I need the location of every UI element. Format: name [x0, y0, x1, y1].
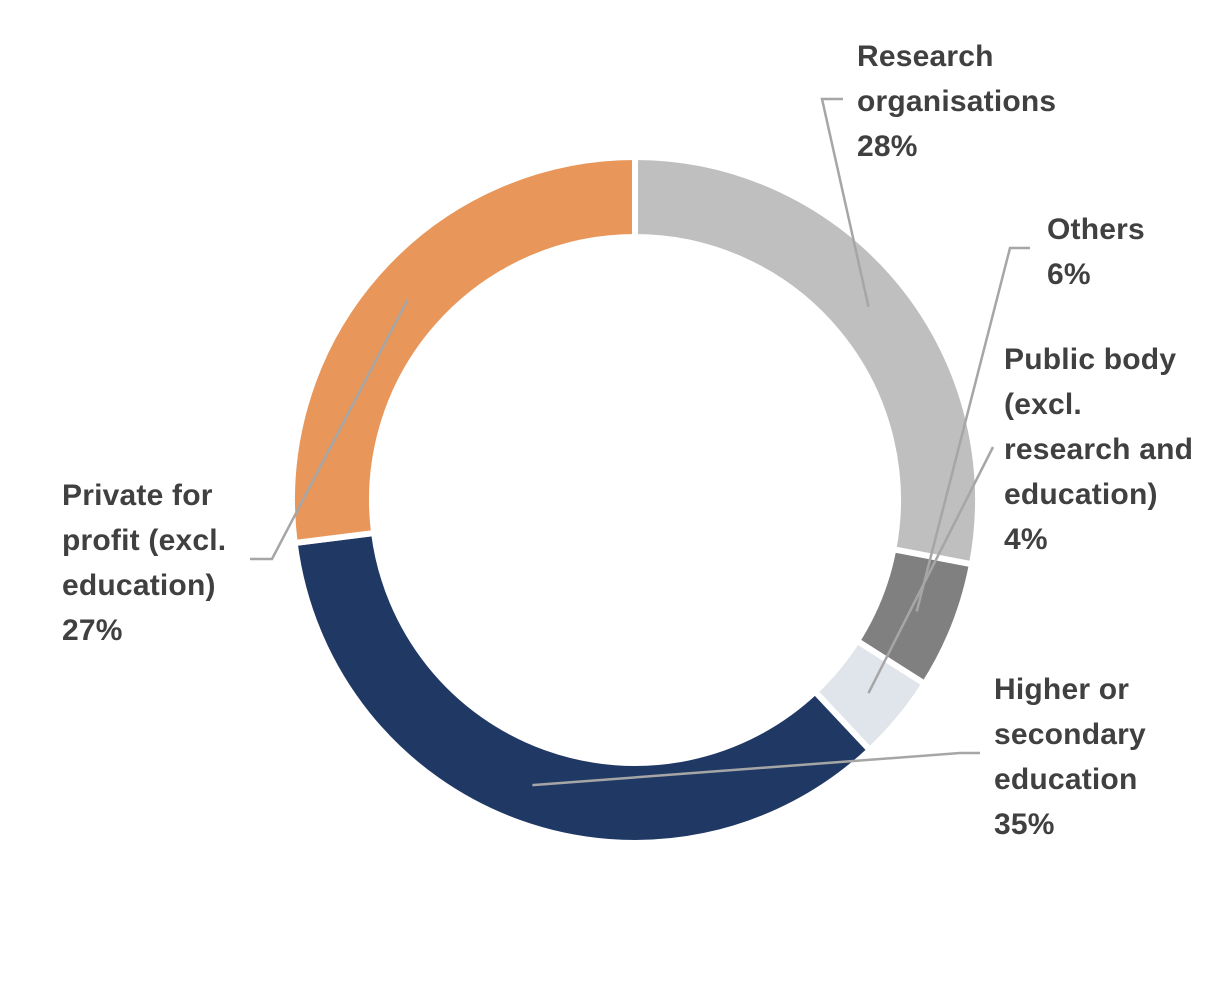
label-line: Higher or	[994, 673, 1130, 706]
value-label: 27%	[62, 614, 123, 647]
slice-research-organisations	[632, 153, 981, 568]
leader-line-private-for-profit-excl-education	[250, 299, 409, 561]
label-line: research and	[1004, 433, 1194, 466]
label-public-body: Public body (excl. research and educatio…	[1004, 337, 1193, 562]
label-line: organisations	[857, 85, 1057, 118]
leader-line-research-organisations	[820, 97, 870, 308]
label-line: education)	[1004, 478, 1158, 511]
donut-slices	[289, 153, 981, 846]
value-label: 4%	[1004, 523, 1048, 556]
value-label: 6%	[1047, 258, 1091, 291]
value-label: 35%	[994, 808, 1055, 841]
slice-higher-or-secondary-education	[291, 529, 875, 846]
label-others: Others 6%	[1047, 207, 1145, 297]
label-private-for-profit: Private for profit (excl. education) 27%	[62, 473, 226, 653]
label-line: Others	[1047, 213, 1145, 246]
leader-lines	[250, 97, 1030, 787]
slice-private-for-profit-excl-education	[289, 153, 638, 547]
label-line: secondary	[994, 718, 1146, 751]
label-line: Public body	[1004, 343, 1177, 376]
value-label: 28%	[857, 130, 918, 163]
label-line: (excl.	[1004, 388, 1082, 421]
label-line: Research	[857, 40, 994, 73]
label-line: education	[994, 763, 1138, 796]
label-higher-education: Higher or secondary education 35%	[994, 667, 1146, 847]
leader-line-higher-or-secondary-education	[532, 751, 980, 787]
leader-line-others	[915, 246, 1030, 612]
label-line: Private for	[62, 479, 213, 512]
label-line: profit (excl.	[62, 524, 227, 557]
label-line: education)	[62, 569, 216, 602]
label-research-organisations: Research organisations 28%	[857, 34, 1056, 169]
leader-line-public-body-excl-research-and-education	[867, 446, 995, 694]
